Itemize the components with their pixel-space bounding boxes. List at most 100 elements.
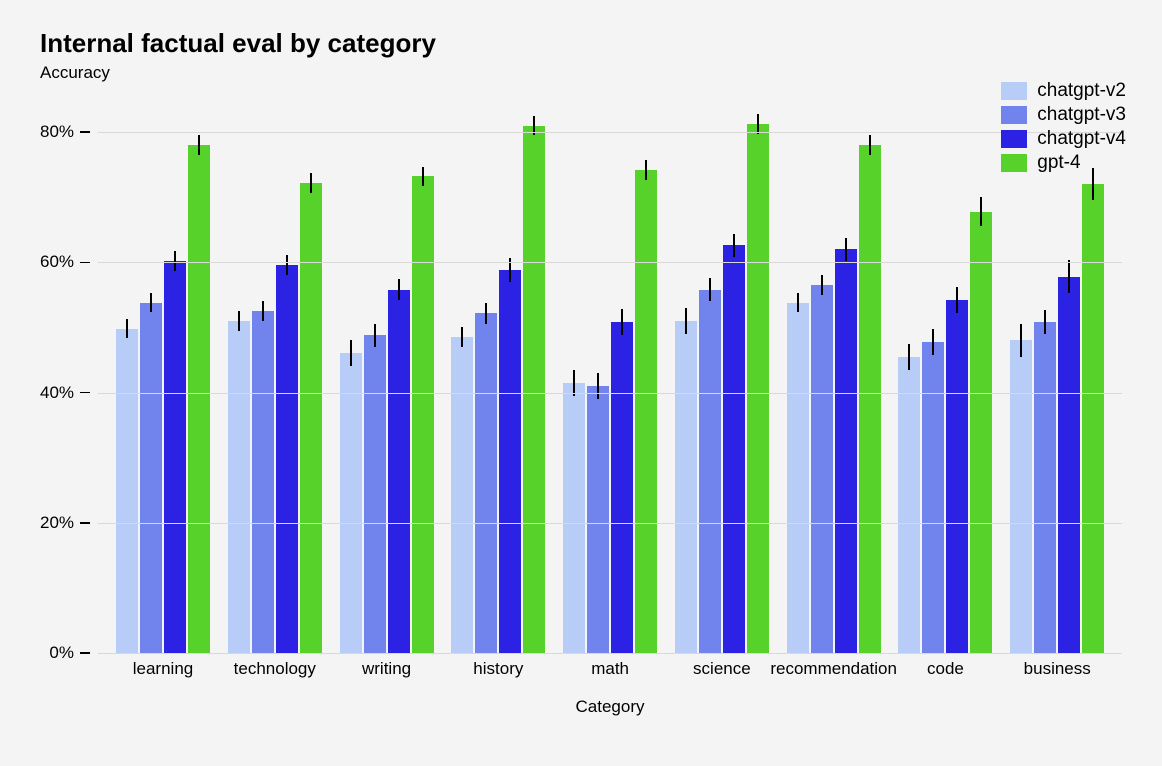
error-bar [821,275,823,295]
bar [164,261,186,653]
y-tick-dash [80,131,90,133]
bar [635,170,657,653]
bar [1082,184,1104,653]
x-axis-title: Category [98,697,1122,717]
error-bar [621,309,623,335]
bar [276,265,298,653]
x-tick-label: history [473,659,523,679]
plot-wrapper: 0%20%40%60%80% learningtechnologywriting… [40,93,1122,717]
y-tick-text: 0% [49,643,74,663]
x-tick-label: code [927,659,964,679]
gridline [98,132,1122,133]
legend: chatgpt-v2chatgpt-v3chatgpt-v4gpt-4 [1001,80,1126,176]
gridline [98,523,1122,524]
legend-label: chatgpt-v3 [1037,104,1126,126]
error-bar [286,255,288,275]
y-tick-label: 40% [40,383,90,403]
bar [811,285,833,653]
error-bar [908,344,910,370]
x-tick-label: learning [133,659,194,679]
bar [364,335,386,653]
y-tick-dash [80,522,90,524]
y-tick-dash [80,652,90,654]
error-bar [398,279,400,300]
legend-item: chatgpt-v4 [1001,128,1126,150]
y-tick-text: 60% [40,252,74,272]
bar [675,321,697,653]
y-tick-text: 80% [40,122,74,142]
bar [140,303,162,653]
error-bar [150,293,152,313]
error-bar [1044,310,1046,333]
bar [787,303,809,653]
x-tick-label: business [1024,659,1091,679]
bars-layer [98,93,1122,653]
error-bar [422,167,424,187]
error-bar [645,160,647,180]
error-bar [797,293,799,313]
legend-label: chatgpt-v2 [1037,80,1126,102]
error-bar [932,329,934,355]
y-tick-text: 40% [40,383,74,403]
bar [747,124,769,653]
bar [699,290,721,653]
error-bar [597,373,599,399]
plot-area: 0%20%40%60%80% [98,93,1122,653]
bar [859,145,881,653]
error-bar [238,311,240,331]
error-bar [485,303,487,324]
chart-subtitle: Accuracy [40,63,1122,83]
error-bar [733,234,735,257]
legend-label: gpt-4 [1037,152,1080,174]
gridline [98,262,1122,263]
error-bar [980,197,982,226]
bar [388,290,410,653]
bar [922,342,944,653]
gridline [98,653,1122,654]
bar [340,353,362,653]
y-tick-dash [80,392,90,394]
x-tick-label: science [693,659,751,679]
legend-item: gpt-4 [1001,152,1126,174]
bar [412,176,434,653]
bar [475,313,497,653]
legend-label: chatgpt-v4 [1037,128,1126,150]
error-bar [956,287,958,313]
legend-swatch [1001,82,1027,100]
bar [300,183,322,653]
y-tick-label: 60% [40,252,90,272]
bar [1034,322,1056,653]
bar [946,300,968,653]
bar [451,337,473,653]
error-bar [685,308,687,334]
gridline [98,393,1122,394]
error-bar [374,324,376,347]
x-axis-labels: learningtechnologywritinghistorymathscie… [98,659,1122,683]
error-bar [126,319,128,339]
error-bar [1068,260,1070,293]
bar [898,357,920,653]
bar [563,383,585,653]
bar [723,245,745,653]
bar [499,270,521,653]
bar [116,329,138,653]
error-bar [845,238,847,261]
bar [523,126,545,653]
error-bar [310,173,312,193]
y-tick-label: 80% [40,122,90,142]
y-tick-label: 0% [40,643,90,663]
y-tick-text: 20% [40,513,74,533]
y-tick-label: 20% [40,513,90,533]
error-bar [709,278,711,301]
chart-container: Internal factual eval by category Accura… [0,0,1162,766]
error-bar [350,340,352,366]
legend-item: chatgpt-v3 [1001,104,1126,126]
error-bar [174,251,176,271]
chart-title: Internal factual eval by category [40,28,1122,59]
error-bar [1020,324,1022,357]
legend-swatch [1001,130,1027,148]
bar [611,322,633,653]
y-tick-dash [80,262,90,264]
bar [1058,277,1080,653]
x-tick-label: technology [234,659,316,679]
